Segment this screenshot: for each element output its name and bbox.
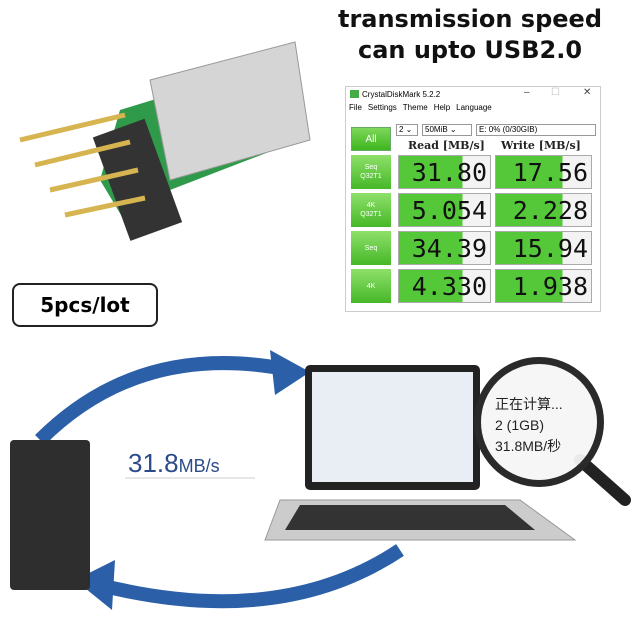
write-value: 15.94: [495, 231, 592, 265]
menu-language[interactable]: Language: [456, 102, 492, 112]
pins: [19, 112, 146, 218]
menu-file[interactable]: File: [349, 102, 362, 112]
magnifier-speed: 31.8MB/秒: [495, 438, 562, 454]
magnifier-status: 正在计算...: [495, 396, 563, 412]
read-value: 5.054: [398, 193, 491, 227]
magnifier-glass: 正在计算... 2 (1GB) 31.8MB/秒: [474, 357, 604, 487]
arrow-to-laptop: [35, 356, 292, 445]
read-value: 4.330: [398, 269, 491, 303]
lot-label: 5pcs/lot: [12, 283, 158, 327]
all-button[interactable]: All: [351, 127, 391, 151]
window-title: CrystalDiskMark 5.2.2: [362, 89, 441, 99]
arrowhead-left: [75, 560, 115, 610]
arrow-to-drive: [98, 544, 404, 609]
crystaldiskmark-window: CrystalDiskMark 5.2.2 – ☐ ✕ File Setting…: [345, 86, 601, 312]
headline-line-2: can upto USB2.0: [357, 36, 583, 64]
result-row: 4K Q32T1 5.054 2.228: [351, 193, 593, 227]
write-header: Write [MB/s]: [501, 139, 581, 152]
maximize-icon[interactable]: ☐: [551, 87, 560, 98]
result-row: 4K 4.330 1.938: [351, 269, 593, 303]
speed-unit: MB/s: [178, 456, 220, 476]
minimize-icon[interactable]: –: [524, 87, 530, 98]
row-label[interactable]: 4K: [351, 269, 391, 303]
read-header: Read [MB/s]: [408, 139, 485, 152]
external-drive: [10, 440, 90, 590]
magnifier-size: 2 (1GB): [495, 417, 545, 433]
row-label[interactable]: Seq Q32T1: [351, 155, 391, 189]
arrowhead-right: [270, 350, 310, 395]
count-select[interactable]: 2 ⌄: [396, 124, 418, 136]
app-icon: [350, 90, 359, 98]
menu-help[interactable]: Help: [433, 102, 451, 112]
menu-bar: File Settings Theme Help Language: [346, 101, 600, 113]
usb-c-connector: [149, 41, 311, 181]
keyboard: [285, 505, 535, 530]
row-label[interactable]: 4K Q32T1: [351, 193, 391, 227]
write-value: 17.56: [495, 155, 592, 189]
speed-value: 31.8: [128, 448, 179, 478]
write-value: 2.228: [495, 193, 592, 227]
speed-readout: 31.8MB/s: [128, 448, 220, 479]
read-value: 31.80: [398, 155, 491, 189]
pin-header: [92, 118, 183, 241]
menu-settings[interactable]: Settings: [367, 102, 397, 112]
headline-line-1: transmission speed: [337, 5, 603, 33]
result-row: Seq 34.39 15.94: [351, 231, 593, 265]
drive-select[interactable]: E: 0% (0/30GIB): [476, 124, 596, 136]
write-value: 1.938: [495, 269, 592, 303]
headline: transmission speed can upto USB2.0: [325, 4, 615, 66]
size-select[interactable]: 50MiB ⌄: [422, 124, 472, 136]
transfer-graphics: [10, 350, 631, 610]
close-icon[interactable]: ✕: [583, 87, 592, 98]
read-value: 34.39: [398, 231, 491, 265]
magnifier-handle: [574, 454, 631, 506]
result-row: Seq Q32T1 31.80 17.56: [351, 155, 593, 189]
menu-theme[interactable]: Theme: [402, 102, 428, 112]
laptop-screen: [312, 372, 473, 482]
row-label[interactable]: Seq: [351, 231, 391, 265]
usb-c-board-image: [19, 41, 311, 241]
